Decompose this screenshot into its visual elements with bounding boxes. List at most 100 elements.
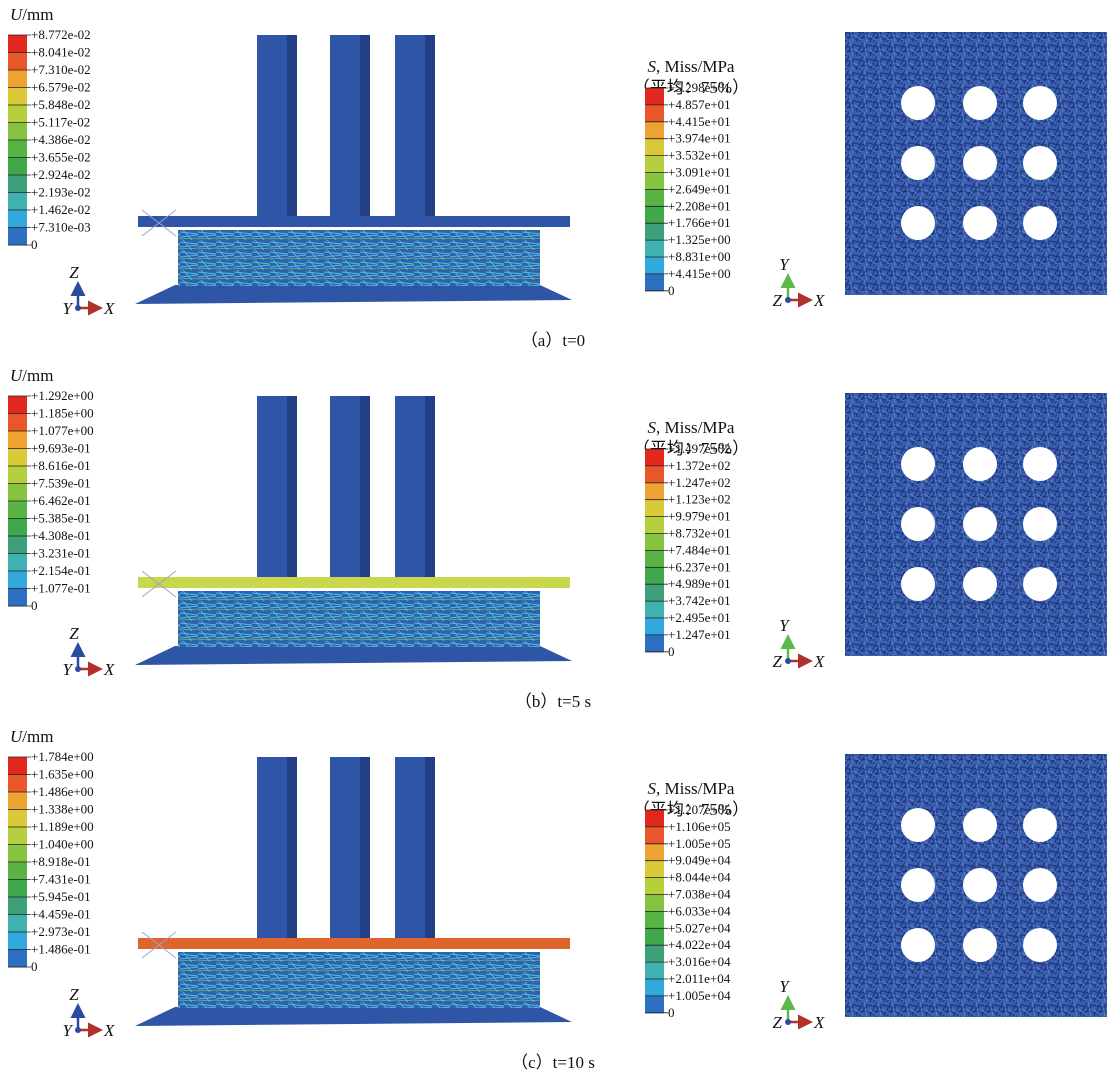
legend-label: +9.049e+04 xyxy=(668,853,731,868)
legend-swatch xyxy=(8,845,27,863)
fiber-block xyxy=(178,952,540,1008)
legend-swatch xyxy=(645,466,664,483)
legend-label: +7.431e-01 xyxy=(31,872,91,887)
legend-label: +1.247e+01 xyxy=(668,627,731,642)
legend-label: 0 xyxy=(668,644,675,659)
legend-title: U/mm xyxy=(10,5,53,24)
legend-label: +2.011e+04 xyxy=(668,971,731,986)
legend-label: +2.208e+01 xyxy=(668,198,731,213)
legend-label: +3.016e+04 xyxy=(668,954,731,969)
legend-label: +1.766e+01 xyxy=(668,215,731,230)
legend-swatch xyxy=(645,878,664,895)
legend-label: +3.974e+01 xyxy=(668,131,731,146)
legend-label: +5.385e-01 xyxy=(31,511,91,526)
legend-label: +7.310e-02 xyxy=(31,62,91,77)
legend-title: U/mm xyxy=(10,727,53,746)
legend-label: +7.310e-03 xyxy=(31,220,91,235)
legend-label: +3.655e-02 xyxy=(31,150,91,165)
legend-swatch xyxy=(645,156,664,173)
hole xyxy=(1023,928,1057,962)
axis-origin xyxy=(75,1027,81,1033)
legend-swatch xyxy=(645,206,664,223)
legend-swatch xyxy=(8,193,27,211)
axis-label: Y xyxy=(63,1021,74,1040)
legend-swatch xyxy=(645,240,664,257)
caption: （b）t=5 s xyxy=(515,692,591,711)
hole xyxy=(901,447,935,481)
legend-label: +2.154e-01 xyxy=(31,563,91,578)
legend-label: +1.486e-01 xyxy=(31,942,91,957)
hole xyxy=(963,928,997,962)
top-plate xyxy=(138,216,570,227)
legend-unit: /mm xyxy=(22,727,53,746)
caption: （a）t=0 xyxy=(521,331,585,350)
legend-swatch xyxy=(8,554,27,572)
legend-swatch xyxy=(645,635,664,652)
top-plate xyxy=(138,577,570,588)
column-shade xyxy=(425,757,435,939)
hole xyxy=(901,86,935,120)
legend-swatch xyxy=(8,431,27,449)
legend-swatch xyxy=(645,517,664,534)
legend-swatch xyxy=(8,932,27,950)
legend-label: +4.857e+01 xyxy=(668,97,731,112)
legend-label: +8.831e+00 xyxy=(668,249,731,264)
legend-label: +2.973e-01 xyxy=(31,924,91,939)
legend-title: S, Miss/MPa xyxy=(648,418,735,437)
column-shade xyxy=(425,396,435,578)
legend-label: +1.040e+00 xyxy=(31,837,94,852)
column-shade xyxy=(360,35,370,217)
axis-origin xyxy=(785,658,791,664)
legend-swatch xyxy=(8,810,27,828)
legend-unit: /mm xyxy=(22,366,53,385)
legend-swatch xyxy=(645,895,664,912)
legend-label: +4.415e+01 xyxy=(668,114,731,129)
axis-origin xyxy=(75,666,81,672)
legend-label: 0 xyxy=(31,237,38,252)
legend-swatch xyxy=(8,915,27,933)
legend-label: +7.484e+01 xyxy=(668,542,731,557)
legend-swatch xyxy=(645,88,664,105)
legend-label: +1.106e+05 xyxy=(668,819,731,834)
legend-swatch xyxy=(645,962,664,979)
hole xyxy=(963,868,997,902)
legend-swatch xyxy=(8,792,27,810)
legend-title: S, Miss/MPa xyxy=(648,779,735,798)
legend-label: 0 xyxy=(31,598,38,613)
legend-title: S, Miss/MPa xyxy=(648,57,735,76)
fiber-block xyxy=(178,230,540,286)
legend-swatch xyxy=(8,35,27,53)
legend-swatch xyxy=(645,139,664,156)
legend-label: +2.924e-02 xyxy=(31,167,91,182)
legend-swatch xyxy=(645,861,664,878)
legend-swatch xyxy=(645,584,664,601)
column-shade xyxy=(287,35,297,217)
legend-swatch xyxy=(645,189,664,206)
axis-origin xyxy=(75,305,81,311)
column-shade xyxy=(360,396,370,578)
legend-label: +2.193e-02 xyxy=(31,185,91,200)
hole xyxy=(901,567,935,601)
legend-label: +1.123e+02 xyxy=(668,492,731,507)
legend-swatch xyxy=(645,567,664,584)
axis-label: X xyxy=(813,652,825,671)
page: {"colormap": ["#e2281e", "#e8572a", "#ed… xyxy=(0,0,1107,1070)
axis-label: Z xyxy=(69,263,79,282)
axis-label: Y xyxy=(63,660,74,679)
legend-unit: , Miss/MPa xyxy=(656,57,735,76)
axis-origin xyxy=(785,1019,791,1025)
legend-label: +8.772e-02 xyxy=(31,27,91,42)
legend-label: +5.117e-02 xyxy=(31,115,90,130)
legend-label: +1.005e+05 xyxy=(668,836,731,851)
hole xyxy=(963,447,997,481)
legend-swatch xyxy=(8,140,27,158)
legend-label: +8.041e-02 xyxy=(31,45,91,60)
legend-swatch xyxy=(8,519,27,537)
legend-swatch xyxy=(8,70,27,88)
panel: U/mm+8.772e-02+8.041e-02+7.310e-02+6.579… xyxy=(8,5,1107,350)
bottom-plate xyxy=(135,285,572,304)
hole xyxy=(963,206,997,240)
bottom-plate xyxy=(135,646,572,665)
legend-swatch xyxy=(8,88,27,106)
legend-swatch xyxy=(8,950,27,968)
